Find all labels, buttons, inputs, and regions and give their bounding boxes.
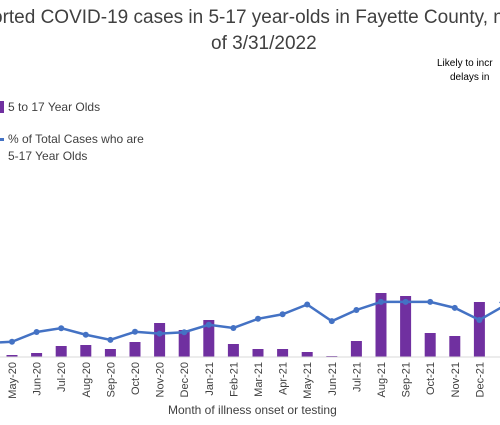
bar-Jul-20 xyxy=(55,346,67,357)
bar-Jun-20 xyxy=(31,353,43,357)
pct-point-Aug-20 xyxy=(82,331,89,338)
pct-point-Apr-21 xyxy=(279,311,286,318)
x-axis-label: Month of illness onset or testing xyxy=(168,403,337,417)
bar-Oct-20 xyxy=(129,342,141,357)
bar-Oct-21 xyxy=(424,333,436,357)
pct-point-Jun-20 xyxy=(33,329,40,336)
bar-Jul-21 xyxy=(350,341,362,357)
chart-title-line-1: orted COVID-19 cases in 5-17 year-olds i… xyxy=(0,7,500,28)
bar-Jan-21 xyxy=(203,320,215,357)
bar-Apr-21 xyxy=(277,349,289,357)
x-tick-Jul-20: Jul-20 xyxy=(56,362,68,392)
x-tick-Aug-20: Aug-20 xyxy=(81,362,93,397)
bar-Feb-21 xyxy=(227,344,239,357)
pct-point-May-21 xyxy=(304,301,311,308)
x-tick-labels: May-20 Jun-20 Jul-20 Aug-20 Sep-20 Oct-20 Nov-… xyxy=(7,362,486,399)
x-tick-Oct-21: Oct-21 xyxy=(425,362,437,395)
x-tick-Jun-21: Jun-21 xyxy=(327,362,339,396)
bar-Dec-21 xyxy=(473,302,485,357)
pct-point-Jun-21 xyxy=(328,318,335,325)
x-tick-Feb-21: Feb-21 xyxy=(228,362,240,397)
pct-point-Oct-20 xyxy=(132,328,138,335)
x-tick-Jul-21: Jul-21 xyxy=(351,362,363,392)
pct-point-Sep-20 xyxy=(107,336,114,343)
pct-point-Dec-21 xyxy=(476,316,483,323)
annotation-line-2: delays in xyxy=(450,72,490,83)
bar-May-21 xyxy=(301,352,313,357)
pct-point-Mar-21 xyxy=(255,315,261,322)
x-tick-Apr-21: Apr-21 xyxy=(278,362,290,395)
legend-bar-swatch xyxy=(0,101,4,113)
x-tick-Dec-21: Dec-21 xyxy=(474,362,486,397)
x-tick-Nov-21: Nov-21 xyxy=(450,362,462,397)
x-tick-Jan-21: Jan-21 xyxy=(204,362,216,396)
pct-point-May-20 xyxy=(9,338,15,345)
legend-line-label-1: % of Total Cases who are xyxy=(8,132,144,146)
legend-bar-label: 5 to 17 Year Olds xyxy=(8,100,101,114)
x-tick-Mar-21: Mar-21 xyxy=(253,362,265,397)
bar-Aug-21 xyxy=(375,293,387,357)
x-tick-Nov-20: Nov-20 xyxy=(155,362,167,397)
pct-point-Aug-21 xyxy=(378,298,384,305)
bar-Nov-21 xyxy=(449,336,461,357)
x-tick-Oct-20: Oct-20 xyxy=(130,362,142,395)
x-tick-Jun-20: Jun-20 xyxy=(32,362,44,396)
pct-point-Nov-20 xyxy=(156,330,163,337)
x-tick-May-20: May-20 xyxy=(7,362,19,399)
legend-line-swatch xyxy=(0,138,4,141)
x-tick-Sep-21: Sep-21 xyxy=(401,362,413,397)
pct-point-Jul-20 xyxy=(58,325,65,332)
pct-point-Jan-21 xyxy=(205,321,212,328)
pct-point-Sep-21 xyxy=(402,298,409,305)
pct-point-Nov-21 xyxy=(451,304,458,311)
bar-Mar-21 xyxy=(252,349,264,357)
chart-title-line-2: of 3/31/2022 xyxy=(211,33,317,54)
x-tick-Dec-20: Dec-20 xyxy=(179,362,191,397)
pct-point-Jul-21 xyxy=(353,306,360,313)
line-series xyxy=(0,298,500,345)
bar-Aug-20 xyxy=(80,345,92,357)
legend-line-label-2: 5-17 Year Olds xyxy=(8,149,88,163)
bar-Dec-20 xyxy=(178,330,190,357)
x-tick-May-21: May-21 xyxy=(302,362,314,399)
pct-point-Feb-21 xyxy=(230,324,237,331)
x-tick-Sep-20: Sep-20 xyxy=(105,362,117,397)
bar-Sep-20 xyxy=(104,349,116,357)
pct-point-Oct-21 xyxy=(427,298,434,305)
bar-Nov-20 xyxy=(154,323,166,357)
bar-Sep-21 xyxy=(400,296,412,357)
bar-series xyxy=(6,293,485,357)
pct-point-Dec-20 xyxy=(181,329,188,336)
x-tick-Aug-21: Aug-21 xyxy=(376,362,388,397)
bar-May-20 xyxy=(6,355,18,357)
annotation-line-1: Likely to incr xyxy=(437,58,493,69)
